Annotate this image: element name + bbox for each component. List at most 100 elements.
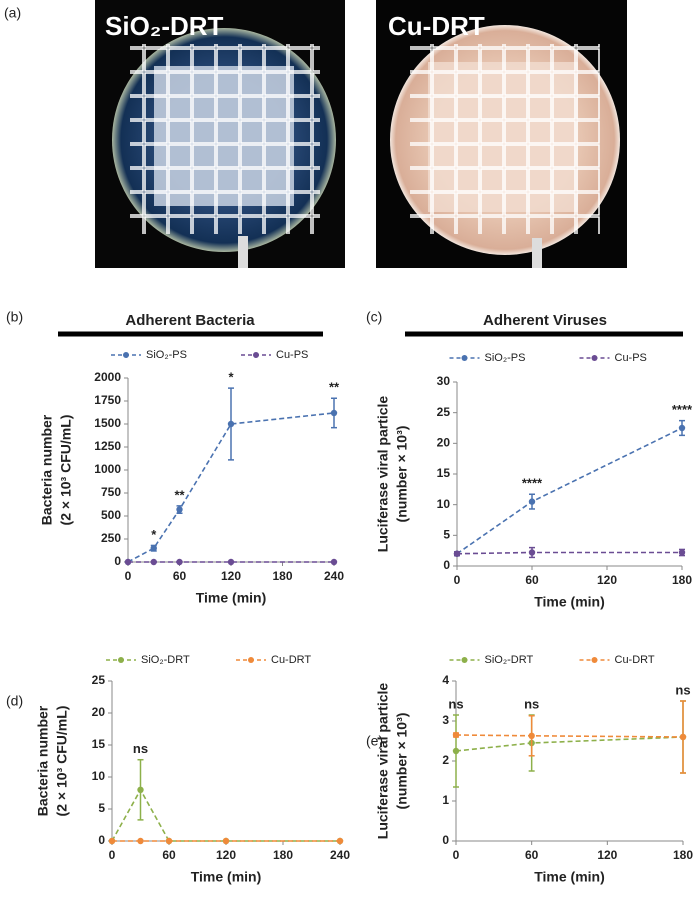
y-axis-label: Luciferase viral particle	[375, 683, 391, 840]
point	[452, 747, 460, 755]
x-tick-label: 0	[125, 569, 132, 583]
point	[124, 558, 132, 566]
point	[330, 409, 338, 417]
panel-label: (e)	[366, 733, 383, 749]
y-tick-label: 0	[98, 833, 105, 847]
x-tick-label: 120	[216, 848, 236, 862]
point	[330, 558, 338, 566]
legend-marker	[123, 352, 129, 358]
y-axis-label: (2 × 10³ CFU/mL)	[58, 415, 74, 526]
annotation: *	[151, 527, 157, 542]
y-axis-label: (2 × 10³ CFU/mL)	[54, 706, 70, 817]
y-tick-label: 10	[437, 497, 451, 511]
point	[150, 545, 157, 552]
y-tick-label: 10	[92, 769, 106, 783]
panel-label: (a)	[4, 5, 21, 21]
y-tick-label: 15	[92, 737, 106, 751]
y-tick-label: 25	[92, 673, 106, 687]
y-tick-label: 15	[437, 466, 451, 480]
point	[679, 733, 687, 741]
chart-title: Adherent Viruses	[483, 312, 607, 329]
y-tick-label: 250	[101, 531, 121, 545]
point	[227, 420, 235, 428]
legend-marker	[461, 355, 468, 361]
y-tick-label: 1500	[94, 416, 121, 430]
point	[176, 558, 183, 566]
chart-title: Adherent Bacteria	[125, 312, 255, 329]
y-tick-label: 1750	[94, 393, 121, 407]
x-tick-label: 60	[525, 848, 539, 862]
photo: SiO₂-DRT	[95, 0, 345, 268]
x-tick-label: 60	[525, 573, 539, 587]
series-line	[111, 788, 340, 842]
annotation: ****	[672, 402, 693, 417]
annotation: ns	[133, 741, 148, 756]
image-caption: Cu-DRT	[388, 11, 485, 41]
legend-label: SiO₂-PS	[146, 349, 187, 361]
photo: Cu-DRT	[376, 0, 627, 268]
x-tick-label: 60	[162, 848, 176, 862]
image-caption: SiO₂-DRT	[105, 11, 224, 41]
y-tick-label: 1250	[94, 439, 121, 453]
annotation: ns	[448, 696, 463, 711]
legend-marker	[248, 657, 254, 663]
y-axis-label: (number × 10³)	[394, 426, 410, 523]
legend-marker	[591, 657, 598, 663]
point	[453, 550, 461, 557]
point	[336, 837, 344, 845]
y-tick-label: 0	[443, 558, 450, 572]
point	[528, 732, 535, 739]
point	[528, 549, 536, 556]
legend-label: Cu-DRT	[615, 654, 655, 666]
legend-marker	[253, 352, 259, 358]
annotation: **	[174, 487, 185, 502]
legend-marker	[591, 355, 598, 361]
annotation: **	[329, 380, 340, 395]
legend-label: SiO₂-DRT	[141, 654, 190, 666]
x-axis-label: Time (min)	[196, 590, 267, 606]
y-tick-label: 2000	[94, 370, 121, 384]
x-tick-label: 120	[597, 848, 617, 862]
x-tick-label: 120	[221, 569, 241, 583]
point	[222, 837, 230, 845]
y-axis-label: Bacteria number	[39, 414, 55, 525]
y-tick-label: 2	[442, 753, 449, 767]
y-tick-label: 1000	[94, 462, 121, 476]
legend-label: Cu-PS	[276, 349, 308, 361]
legend-label: Cu-PS	[615, 352, 647, 364]
legend-marker	[118, 657, 124, 663]
point	[108, 837, 116, 845]
y-tick-label: 5	[443, 528, 450, 542]
x-tick-label: 180	[673, 848, 693, 862]
legend-label: SiO₂-DRT	[485, 654, 534, 666]
y-tick-label: 5	[98, 801, 105, 815]
series-line	[455, 734, 684, 738]
x-axis-label: Time (min)	[191, 869, 262, 885]
y-tick-label: 4	[442, 673, 449, 687]
y-axis-label: (number × 10³)	[394, 713, 410, 810]
y-tick-label: 750	[101, 485, 121, 499]
legend-marker	[461, 657, 468, 663]
x-tick-label: 180	[273, 848, 293, 862]
x-tick-label: 240	[330, 848, 350, 862]
point	[150, 558, 157, 566]
y-tick-label: 500	[101, 508, 121, 522]
point	[678, 549, 686, 556]
point	[137, 837, 144, 845]
point	[137, 786, 144, 793]
annotation: ****	[522, 476, 543, 491]
x-axis-label: Time (min)	[534, 594, 605, 610]
legend-label: Cu-DRT	[271, 654, 311, 666]
y-tick-label: 1	[442, 793, 449, 807]
y-axis-label: Bacteria number	[35, 705, 51, 816]
series-line	[455, 736, 684, 752]
x-tick-label: 120	[597, 573, 617, 587]
series-line	[456, 551, 682, 555]
y-tick-label: 3	[442, 713, 449, 727]
x-tick-label: 180	[272, 569, 292, 583]
point	[176, 506, 183, 513]
y-tick-label: 30	[437, 374, 451, 388]
x-tick-label: 0	[109, 848, 116, 862]
legend-label: SiO₂-PS	[485, 352, 526, 364]
